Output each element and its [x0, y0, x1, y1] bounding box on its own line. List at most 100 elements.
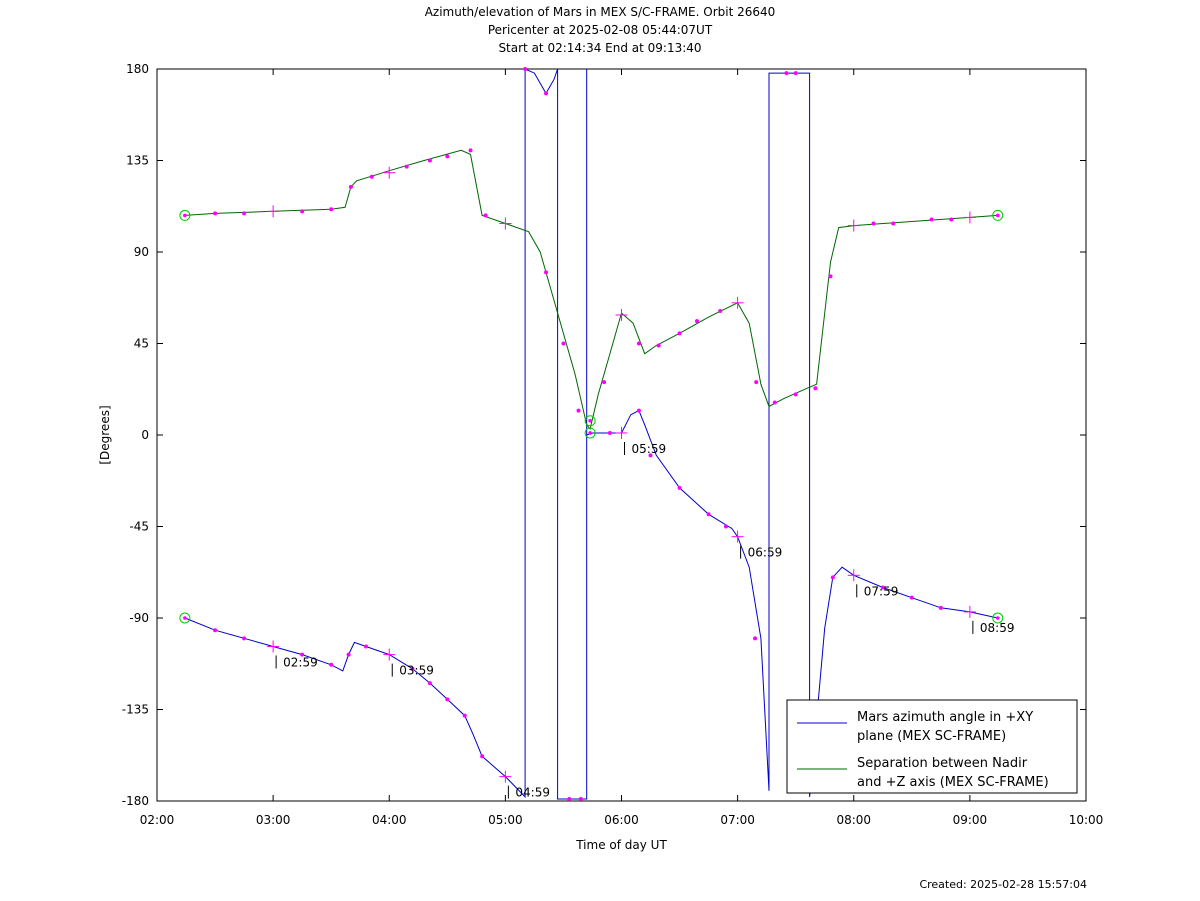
azimuth-marker-dot	[567, 796, 572, 801]
hour-label: 04:59	[515, 786, 550, 800]
separation-marker-dot	[694, 319, 699, 324]
separation-marker-dot	[468, 148, 473, 153]
separation-marker-dot	[300, 209, 305, 214]
endpoint-circle	[179, 209, 191, 221]
y-tick-label: 0	[141, 428, 149, 442]
hour-label: 07:59	[864, 584, 899, 598]
y-tick-label: 135	[126, 154, 149, 168]
azimuth-marker-dot	[544, 91, 549, 96]
separation-marker-dot	[929, 217, 934, 222]
endpoint-circle	[992, 612, 1004, 624]
x-tick-label: 10:00	[1069, 813, 1104, 827]
legend-label: and +Z axis (MEX SC-FRAME)	[857, 775, 1049, 790]
y-tick-label: -135	[122, 703, 149, 717]
separation-marker-dot	[242, 211, 247, 216]
y-tick-label: 180	[126, 62, 149, 76]
azimuth-marker-dot	[677, 485, 682, 490]
x-tick-label: 09:00	[953, 813, 988, 827]
azimuth-marker-dot	[427, 681, 432, 686]
separation-marker-dot	[602, 380, 607, 385]
separation-marker-dot	[891, 221, 896, 226]
azimuth-marker-dot	[410, 666, 415, 671]
x-axis-label: Time of day UT	[575, 838, 667, 852]
azimuth-marker-dot	[346, 652, 351, 657]
separation-marker-dot	[544, 270, 549, 275]
y-tick-label: 45	[134, 337, 149, 351]
separation-marker-dot	[445, 154, 450, 159]
separation-marker-dot	[329, 207, 334, 212]
endpoint-dot	[588, 431, 592, 435]
azimuth-marker-dot	[364, 644, 369, 649]
separation-marker-dot	[754, 380, 759, 385]
x-tick-label: 02:00	[140, 813, 175, 827]
endpoint-circle	[179, 612, 191, 624]
separation-marker-dot	[427, 158, 432, 163]
endpoint-circle	[584, 415, 596, 427]
azimuth-marker-dot	[445, 697, 450, 702]
x-tick-label: 05:00	[488, 813, 523, 827]
endpoint-circle	[992, 209, 1004, 221]
x-tick-label: 04:00	[372, 813, 407, 827]
azimuth-marker-dot	[578, 796, 583, 801]
endpoint-dot	[183, 213, 187, 218]
separation-marker-dot	[656, 343, 661, 348]
hour-label: 05:59	[632, 442, 667, 456]
azimuth-marker-dot	[706, 512, 711, 517]
azimuth-marker-dot	[329, 662, 334, 667]
chart-subtitle-pericenter: Pericenter at 2025-02-08 05:44:07UT	[487, 23, 713, 37]
created-timestamp: Created: 2025-02-28 15:57:04	[919, 878, 1087, 891]
legend-label: Mars azimuth angle in +XY	[857, 710, 1033, 725]
separation-marker-dot	[348, 184, 353, 189]
azimuth-marker-dot	[213, 628, 218, 633]
azimuth-marker-dot	[242, 636, 247, 641]
series-separation-line	[184, 149, 998, 430]
separation-marker-dot	[561, 341, 566, 346]
azimuth-marker-dot	[523, 67, 528, 71]
y-tick-label: -180	[122, 794, 149, 808]
legend-box	[786, 699, 1078, 794]
azimuth-marker-dot	[753, 636, 758, 641]
legend-label: Separation between Nadir	[857, 756, 1028, 771]
azimuth-marker-dot	[938, 605, 943, 610]
separation-marker-dot	[404, 164, 409, 169]
azimuth-marker-dot	[607, 430, 612, 435]
separation-marker-dot	[949, 217, 954, 222]
separation-marker-dot	[483, 213, 488, 218]
chart-subtitle-start-end: Start at 02:14:34 End at 09:13:40	[498, 41, 702, 55]
endpoint-circle	[584, 427, 596, 439]
endpoint-dot	[995, 213, 1000, 218]
x-tick-label: 06:00	[604, 813, 639, 827]
endpoint-dot	[995, 616, 1000, 620]
azimuth-marker-dot	[462, 713, 467, 718]
hour-label: 02:59	[283, 655, 318, 669]
hour-label: 06:59	[748, 546, 783, 560]
endpoint-dot	[588, 418, 592, 423]
x-tick-label: 03:00	[256, 813, 291, 827]
hour-label: 08:59	[980, 621, 1015, 635]
separation-marker-dot	[576, 408, 581, 413]
separation-marker-dot	[871, 221, 876, 226]
separation-marker-dot	[213, 211, 218, 216]
azimuth-marker-dot	[636, 408, 641, 413]
y-axis-label: [Degrees]	[98, 405, 112, 464]
separation-marker-dot	[636, 341, 641, 346]
azimuth-marker-dot	[880, 585, 885, 590]
y-tick-label: -45	[129, 520, 149, 534]
separation-marker-dot	[828, 274, 833, 279]
x-tick-label: 07:00	[720, 813, 755, 827]
azimuth-marker-dot	[724, 524, 729, 529]
chart-title: Azimuth/elevation of Mars in MEX S/C-FRA…	[424, 5, 776, 19]
y-tick-label: -90	[129, 611, 149, 625]
azimuth-marker-dot	[300, 652, 305, 657]
azimuth-marker-dot	[648, 453, 653, 458]
separation-marker-dot	[677, 331, 682, 336]
separation-marker-dot	[793, 392, 798, 397]
legend-label: plane (MEX SC-FRAME)	[857, 729, 1006, 744]
separation-marker-dot	[369, 174, 374, 179]
azimuth-marker-dot	[784, 71, 789, 76]
azimuth-marker-dot	[909, 595, 914, 600]
endpoint-dot	[183, 616, 187, 620]
separation-marker-dot	[772, 400, 777, 405]
azimuth-marker-dot	[793, 71, 798, 76]
